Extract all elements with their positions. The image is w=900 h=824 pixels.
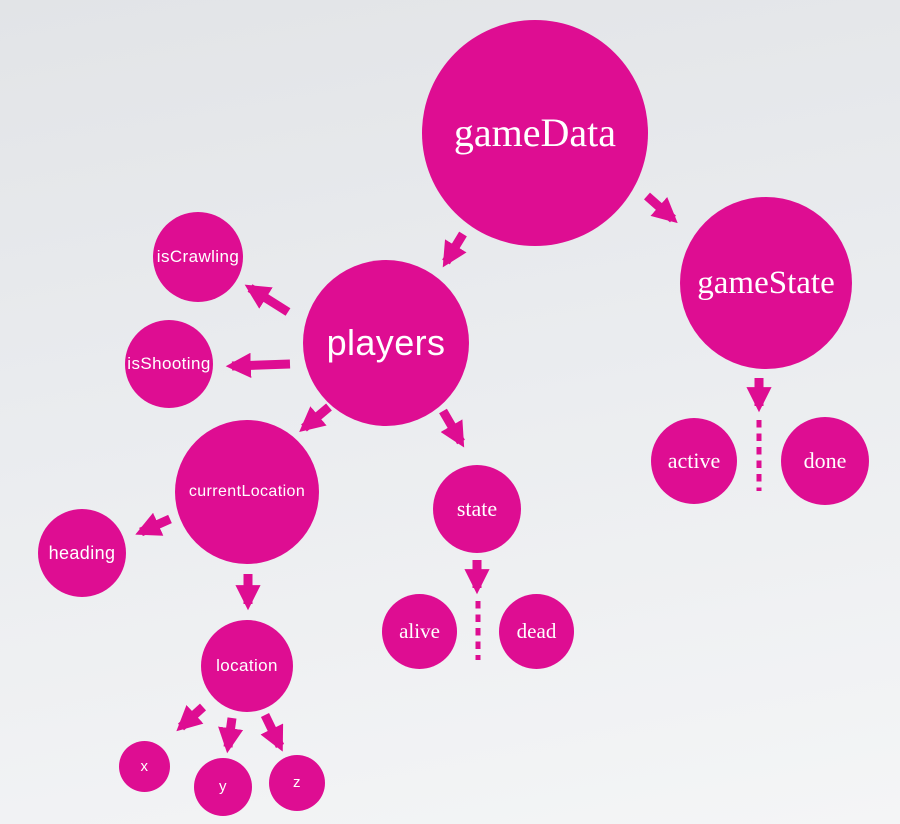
node-heading: heading xyxy=(38,509,126,597)
node-dead-label: dead xyxy=(516,619,557,644)
node-location-label: location xyxy=(216,656,278,676)
edge-currentlocation-heading xyxy=(135,512,172,537)
edge-players-iscrawling xyxy=(244,284,291,316)
node-active-label: active xyxy=(667,448,721,474)
node-location: location xyxy=(201,620,293,712)
node-gamedata: gameData xyxy=(422,20,648,246)
node-state-label: state xyxy=(456,496,498,522)
node-y: y xyxy=(194,758,252,816)
node-active: active xyxy=(651,418,737,504)
edge-gamedata-gamestate xyxy=(644,192,678,224)
node-done-label: done xyxy=(803,448,847,474)
node-gamestate-label: gameState xyxy=(697,264,835,301)
node-currentlocation: currentLocation xyxy=(175,420,319,564)
node-gamedata-label: gameData xyxy=(453,110,617,155)
node-x-label: x xyxy=(140,757,149,775)
node-y-label: y xyxy=(219,778,227,796)
node-done: done xyxy=(781,417,869,505)
edge-gamedata-players xyxy=(442,231,467,268)
node-x: x xyxy=(119,741,170,792)
node-z: z xyxy=(269,755,325,811)
node-currentlocation-label: currentLocation xyxy=(188,482,306,500)
node-heading-label: heading xyxy=(48,542,116,563)
edge-players-state xyxy=(439,408,465,448)
node-isshooting: isShooting xyxy=(125,320,213,408)
node-players: players xyxy=(303,260,469,426)
edge-location-z xyxy=(260,713,285,752)
edge-location-y xyxy=(218,717,244,754)
edge-location-x xyxy=(176,703,207,732)
node-isshooting-label: isShooting xyxy=(127,354,211,374)
edge-players-isshooting xyxy=(225,352,291,378)
node-z-label: z xyxy=(293,774,301,792)
node-alive-label: alive xyxy=(399,619,440,644)
node-players-label: players xyxy=(326,322,446,364)
edge-players-currentlocation xyxy=(299,403,332,433)
node-iscrawling-label: isCrawling xyxy=(156,247,240,267)
node-iscrawling: isCrawling xyxy=(153,212,243,302)
node-gamestate: gameState xyxy=(680,197,852,369)
node-alive: alive xyxy=(382,594,457,669)
node-state: state xyxy=(433,465,521,553)
node-dead: dead xyxy=(499,594,574,669)
